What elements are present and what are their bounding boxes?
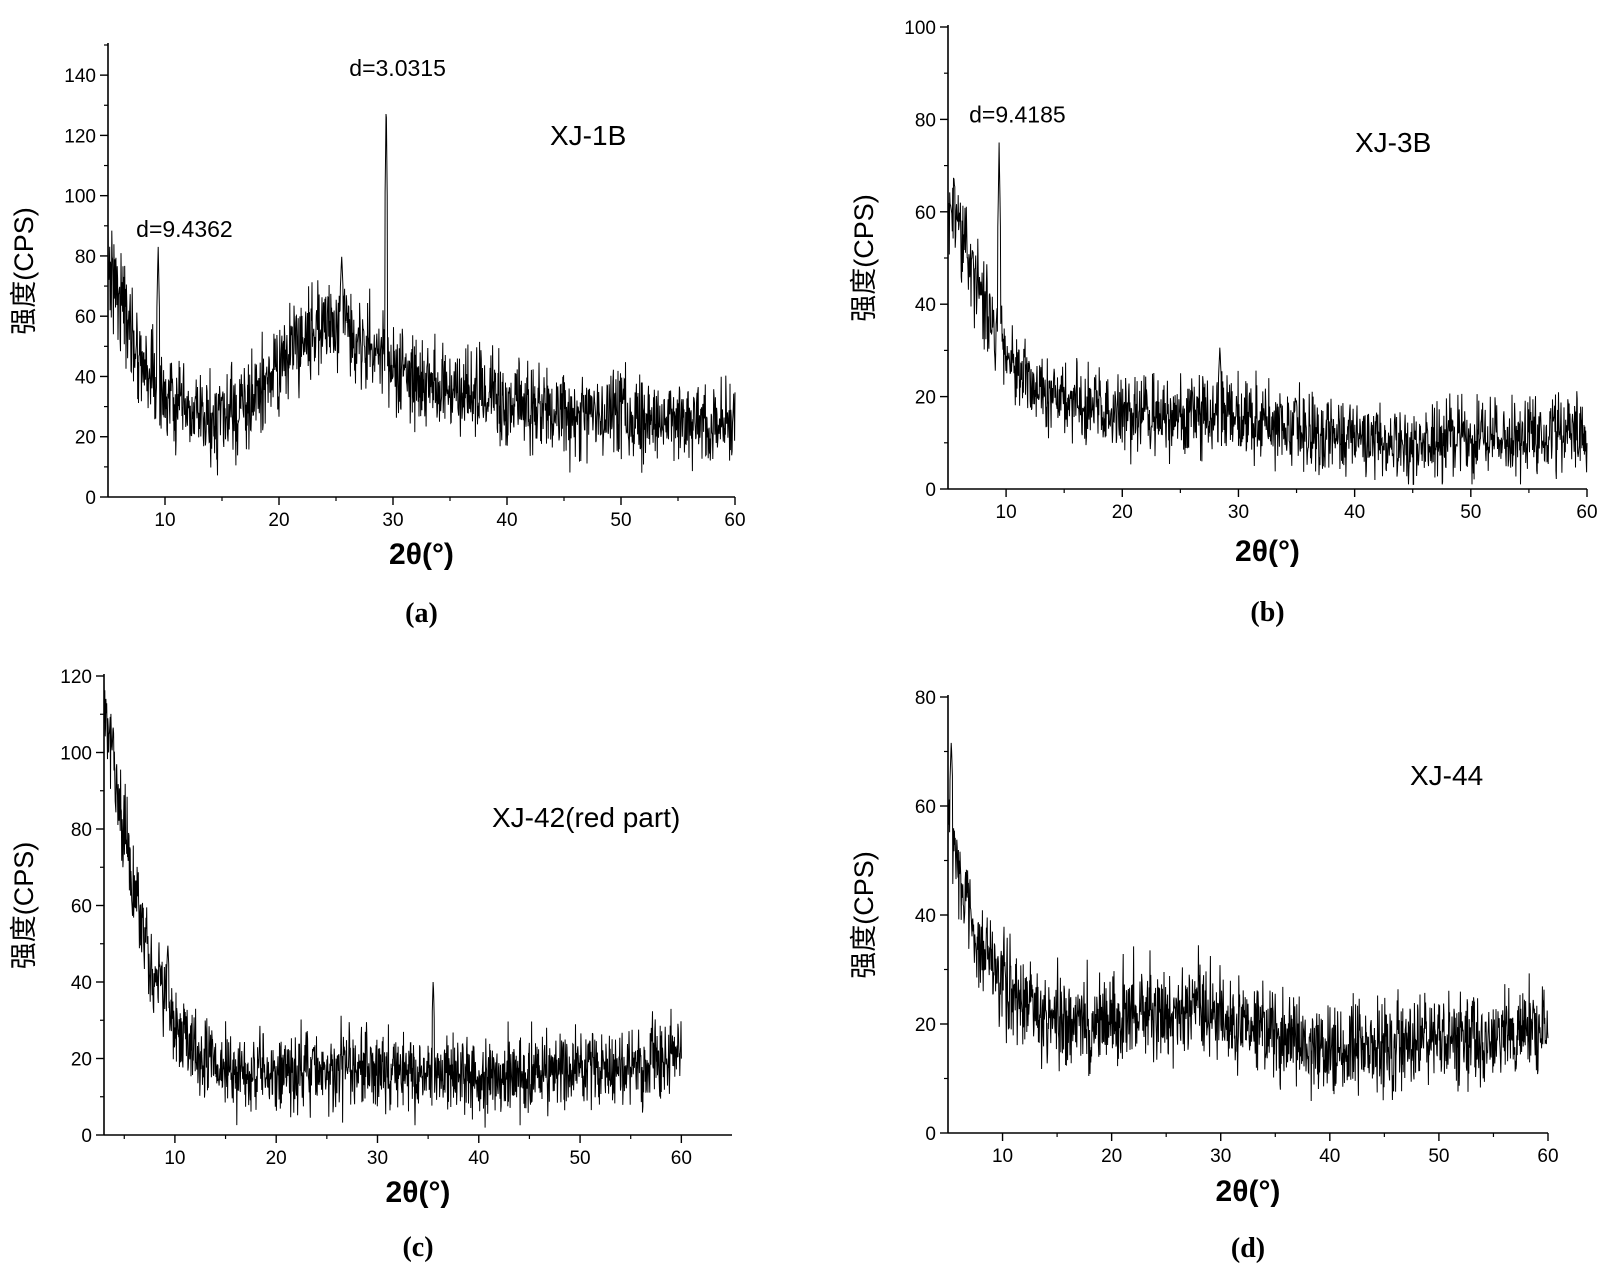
y-axis-label: 强度(CPS) — [849, 194, 879, 322]
y-tick-label: 60 — [71, 897, 92, 918]
x-tick-label: 30 — [367, 1148, 388, 1169]
y-tick-label: 120 — [60, 667, 92, 688]
x-axis-label: 2θ(°) — [386, 1176, 451, 1209]
xrd-series-line — [103, 678, 682, 1128]
y-tick-label: 120 — [64, 126, 96, 147]
peak-annotation: d=9.4362 — [136, 216, 233, 242]
panel-caption: (d) — [1231, 1233, 1265, 1264]
x-tick-label: 20 — [1112, 502, 1133, 523]
y-tick-label: 100 — [904, 18, 936, 39]
x-tick-label: 40 — [1319, 1146, 1340, 1167]
x-tick-label: 50 — [1460, 502, 1481, 523]
x-tick-label: 50 — [569, 1148, 590, 1169]
chart-panel-b: 10 20 30 40 50 60 0 20 40 60 80 100 强度(CPS) 2θ(°) XJ-3… — [849, 18, 1597, 628]
y-tick-label: 100 — [64, 187, 96, 208]
x-tick-label: 60 — [1576, 502, 1597, 523]
y-tick-label: 80 — [915, 110, 936, 131]
y-tick-label: 40 — [915, 295, 936, 316]
y-tick-label: 80 — [75, 247, 96, 268]
sample-label: XJ-42(red part) — [492, 802, 680, 833]
chart-panel-a: 10 20 30 40 50 60 0 20 40 60 80 100 120 140 强度(CPS) 2θ(… — [9, 43, 746, 629]
y-tick-label: 20 — [915, 1015, 936, 1036]
x-tick-label: 60 — [671, 1148, 692, 1169]
y-tick-label: 0 — [925, 480, 936, 501]
x-tick-label: 10 — [164, 1148, 185, 1169]
peak-annotation: d=9.4185 — [969, 102, 1066, 128]
sample-label: XJ-1B — [550, 120, 626, 151]
y-axis-label: 强度(CPS) — [9, 207, 39, 335]
xrd-series-line — [107, 113, 736, 476]
y-tick-label: 80 — [71, 820, 92, 841]
x-tick-label: 60 — [724, 510, 745, 531]
x-tick-label: 30 — [1210, 1146, 1231, 1167]
x-axis-label: 2θ(°) — [389, 538, 454, 571]
y-tick-label: 0 — [85, 488, 96, 509]
y-tick-label: 0 — [81, 1126, 92, 1147]
x-tick-label: 60 — [1537, 1146, 1558, 1167]
peak-annotation: d=3.0315 — [349, 55, 446, 81]
y-axis-label: 强度(CPS) — [9, 842, 39, 970]
y-tick-label: 100 — [60, 744, 92, 765]
sample-label: XJ-44 — [1410, 760, 1483, 791]
y-tick-label: 60 — [75, 307, 96, 328]
x-tick-label: 10 — [154, 510, 175, 531]
y-tick-label: 40 — [915, 906, 936, 927]
x-tick-label: 20 — [266, 1148, 287, 1169]
y-tick-label: 60 — [915, 203, 936, 224]
y-tick-label: 20 — [75, 428, 96, 449]
chart-panel-d: 10 20 30 40 50 60 0 20 40 60 80 强度(CPS) 2θ(°) XJ-44 (d… — [849, 688, 1558, 1264]
panel-caption: (a) — [405, 598, 438, 629]
x-tick-label: 10 — [996, 502, 1017, 523]
y-tick-label: 20 — [915, 388, 936, 409]
x-tick-label: 50 — [1428, 1146, 1449, 1167]
xrd-series-line — [947, 142, 1588, 485]
x-tick-label: 20 — [1101, 1146, 1122, 1167]
y-tick-label: 40 — [71, 973, 92, 994]
x-axis-label: 2θ(°) — [1216, 1175, 1281, 1208]
y-tick-label: 0 — [925, 1124, 936, 1145]
x-tick-label: 50 — [610, 510, 631, 531]
x-tick-label: 40 — [496, 510, 517, 531]
panel-caption: (b) — [1250, 597, 1284, 628]
y-tick-label: 60 — [915, 797, 936, 818]
y-tick-label: 40 — [75, 367, 96, 388]
y-tick-label: 140 — [64, 66, 96, 87]
sample-label: XJ-3B — [1355, 127, 1431, 158]
x-tick-label: 30 — [1228, 502, 1249, 523]
x-tick-label: 10 — [992, 1146, 1013, 1167]
y-tick-label: 80 — [915, 688, 936, 709]
y-axis-label: 强度(CPS) — [849, 851, 879, 979]
x-tick-label: 30 — [382, 510, 403, 531]
chart-panel-c: 10 20 30 40 50 60 0 20 40 60 80 100 120 强度(CPS) 2θ(°) X… — [9, 667, 732, 1263]
xrd-series-line — [947, 742, 1549, 1102]
x-axis-label: 2θ(°) — [1235, 535, 1300, 568]
y-tick-label: 20 — [71, 1050, 92, 1071]
x-tick-label: 40 — [468, 1148, 489, 1169]
panel-caption: (c) — [402, 1232, 433, 1263]
x-tick-label: 40 — [1344, 502, 1365, 523]
x-tick-label: 20 — [268, 510, 289, 531]
